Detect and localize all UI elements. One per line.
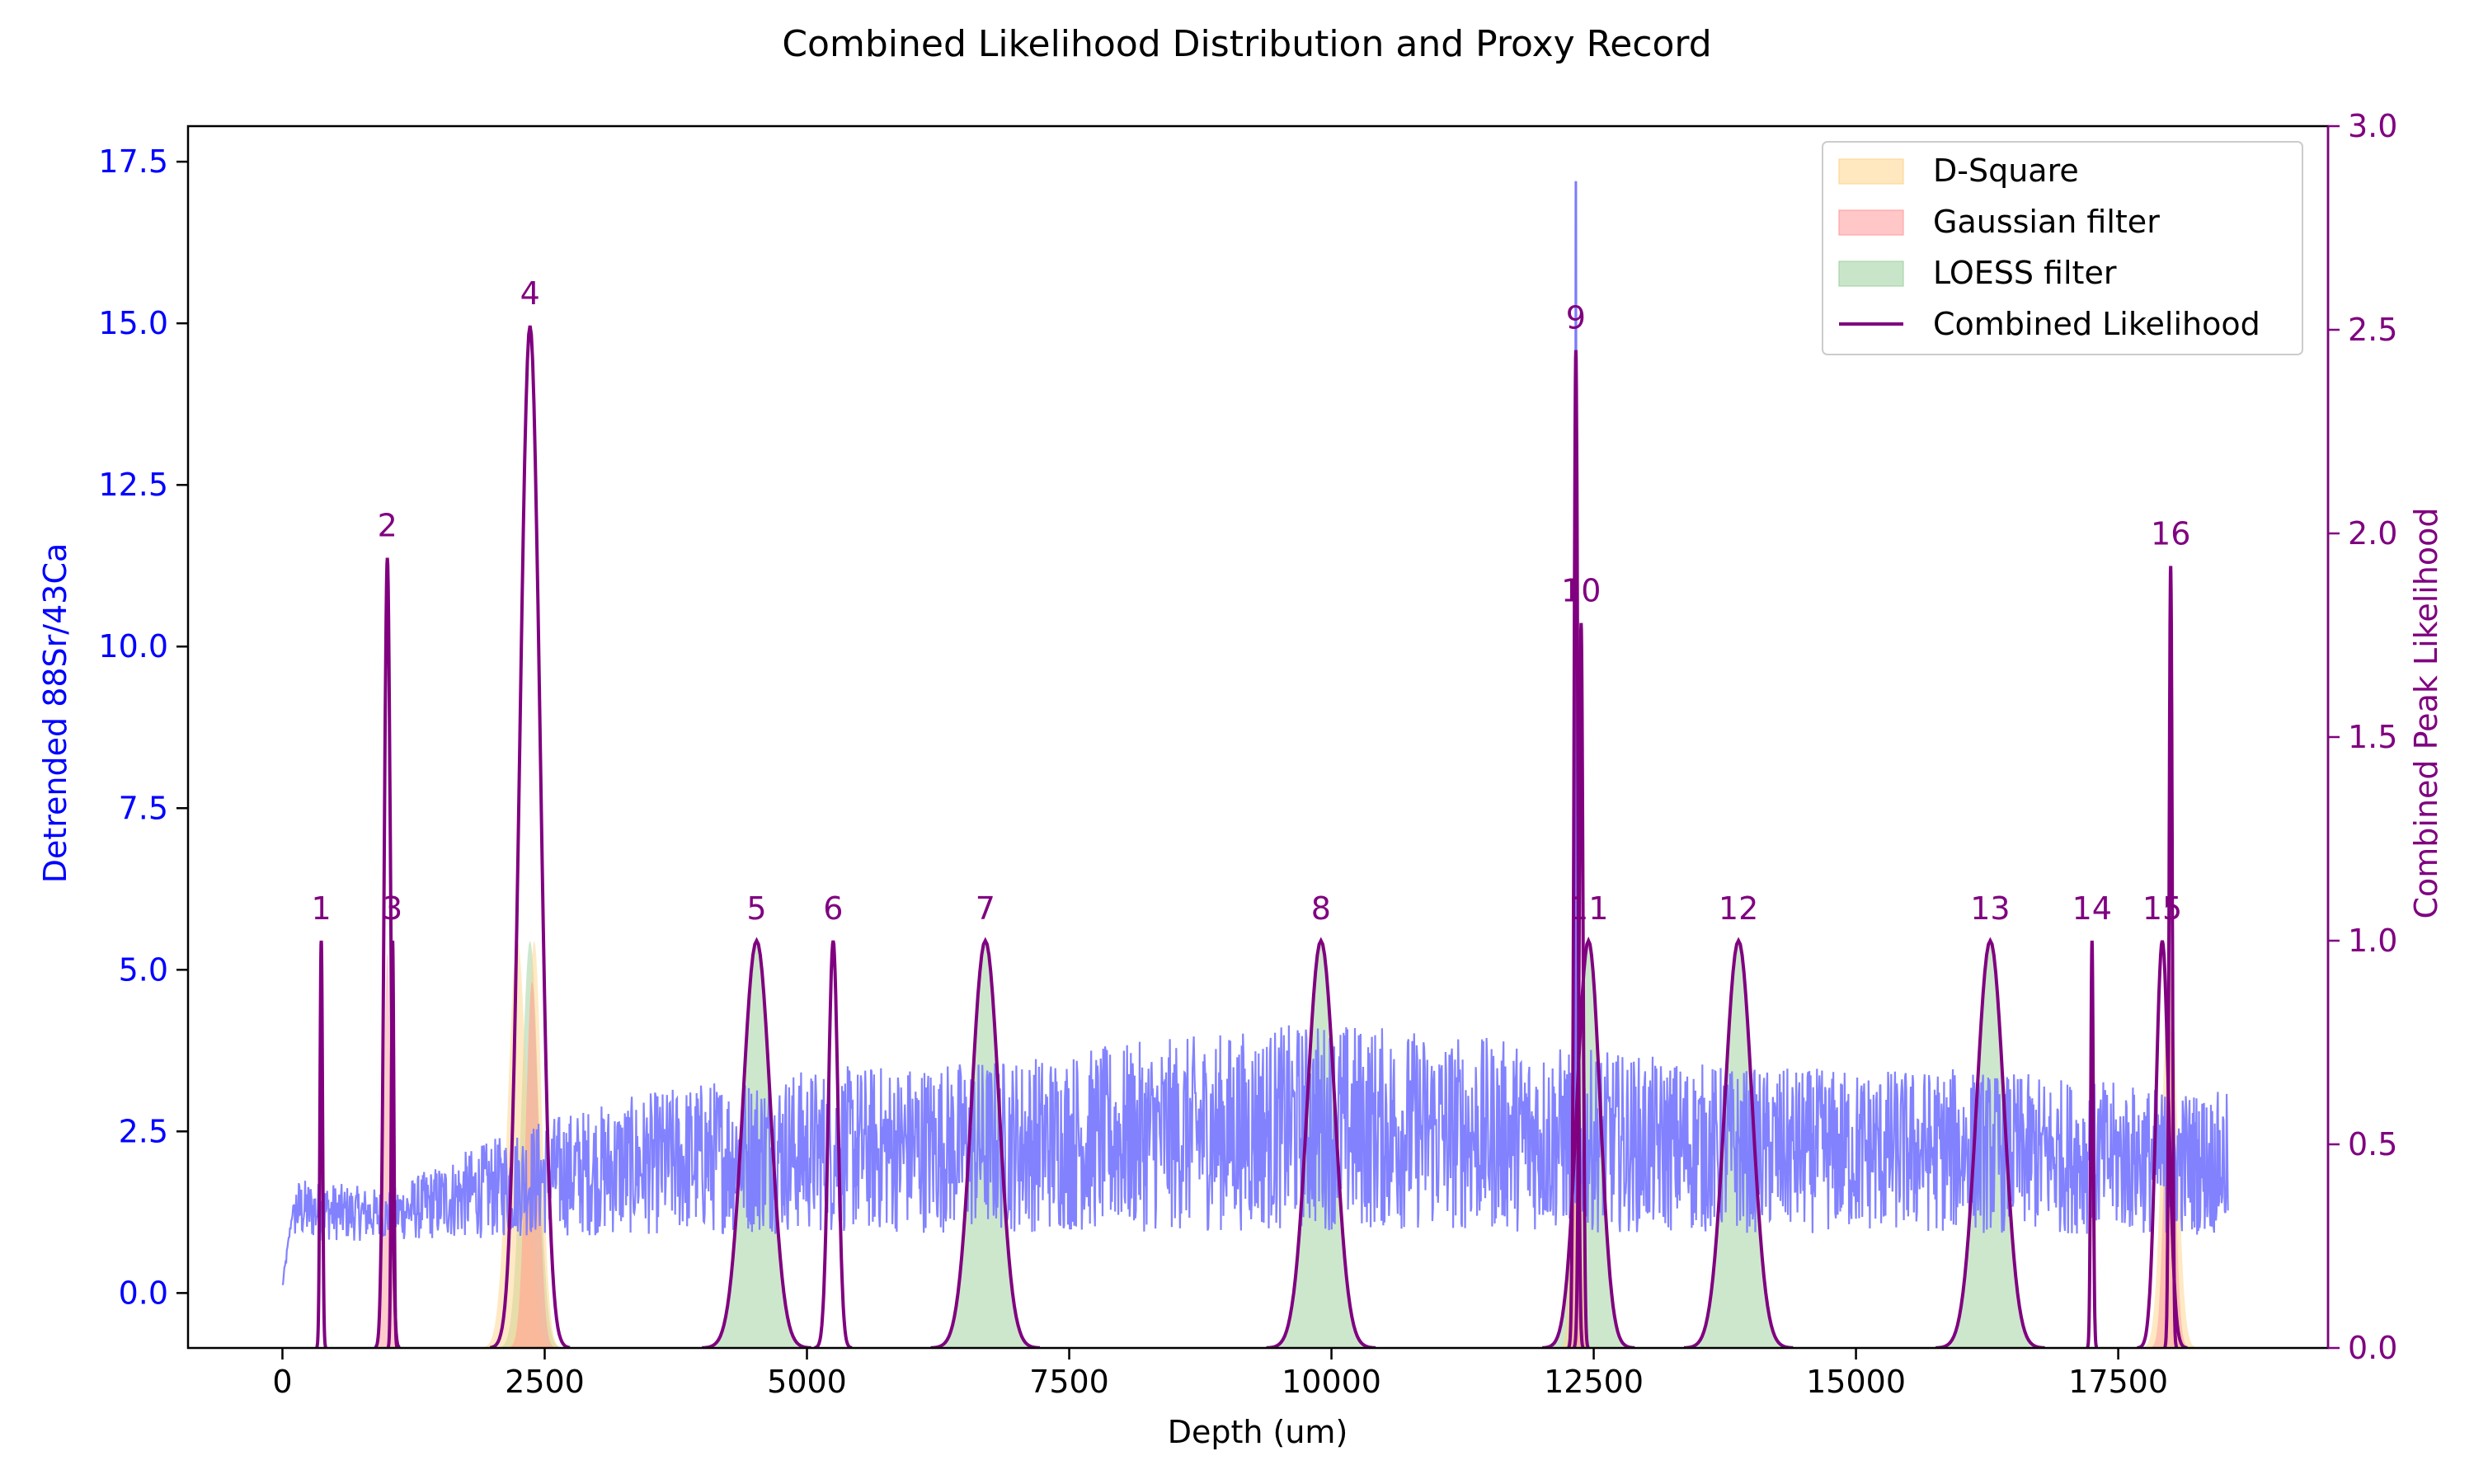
- x-axis-label: Depth (um): [1168, 1414, 1348, 1450]
- y-right-tick-label-1.5: 1.5: [2348, 719, 2397, 755]
- peak-label-1: 1: [312, 890, 332, 927]
- proxy-series-line: [281, 1025, 2229, 1286]
- y-left-tick-label-7.5: 7.5: [119, 790, 168, 826]
- peak-label-10: 10: [1561, 573, 1601, 609]
- combined-peak-11: [1542, 936, 1635, 1348]
- x-tick-label-7500: 7500: [1029, 1364, 1109, 1400]
- legend-item-1: D-Square: [1838, 153, 2079, 189]
- combined-peak-7: [930, 937, 1040, 1348]
- y-right-tick-label-1.0: 1.0: [2348, 923, 2397, 959]
- y-right-tick-label-2.5: 2.5: [2348, 312, 2397, 348]
- legend-swatch-1: [1838, 158, 1904, 185]
- loess-fill-4: [1266, 941, 1376, 1348]
- axes: 0 2500 5000 7500 10000 12500 15000 17500 0.0 2.5 5…: [98, 108, 2397, 1400]
- x-tick-label-12500: 12500: [1544, 1364, 1644, 1400]
- combined-peak-14: [2086, 940, 2099, 1348]
- loess-fill-6: [1684, 941, 1794, 1348]
- y-axis-right-label: Combined Peak Likelihood: [2408, 507, 2444, 918]
- gaussian-fill-1: [374, 952, 400, 1348]
- x-tick-label-17500: 17500: [2068, 1364, 2168, 1400]
- combined-peak-12: [1683, 937, 1794, 1348]
- y-right-tick-label-0.5: 0.5: [2348, 1126, 2397, 1162]
- combined-peak-1: [315, 940, 327, 1348]
- legend-item-2: Gaussian filter: [1838, 204, 2160, 240]
- peak-label-6: 6: [823, 890, 843, 927]
- combined-peak-15: [2137, 940, 2188, 1348]
- combined-peak-3: [386, 940, 399, 1348]
- peak-label-11: 11: [1569, 890, 1608, 927]
- legend-label-3: LOESS filter: [1933, 255, 2117, 291]
- y-left-tick-label-0.0: 0.0: [119, 1275, 168, 1311]
- y-left-tick-label-2.5: 2.5: [119, 1113, 168, 1149]
- combined-peak-10: [1572, 622, 1590, 1348]
- peak-label-4: 4: [520, 275, 540, 312]
- peak-label-16: 16: [2151, 516, 2190, 552]
- combined-peak-4: [490, 325, 571, 1348]
- legend-frame: [1822, 141, 2303, 355]
- y-right-tick-label-2.0: 2.0: [2348, 515, 2397, 552]
- y-left-tick-label-15.0: 15.0: [98, 305, 168, 341]
- legend: D-Square Gaussian filter LOESS filter Combi…: [1822, 141, 2303, 355]
- y-left-tick-label-5.0: 5.0: [119, 951, 168, 988]
- y-right-tick-label-3.0: 3.0: [2348, 108, 2397, 144]
- y-right-tick-label-0.0: 0.0: [2348, 1330, 2397, 1366]
- x-tick-label-5000: 5000: [767, 1364, 847, 1400]
- y-left-tick-label-12.5: 12.5: [98, 467, 168, 503]
- chart-title: Combined Likelihood Distribution and Pro…: [782, 23, 1711, 65]
- peak-label-9: 9: [1566, 300, 1586, 336]
- combined-peak-6: [814, 940, 853, 1348]
- x-tick-label-10000: 10000: [1282, 1364, 1381, 1400]
- y-left-tick-label-17.5: 17.5: [98, 143, 168, 180]
- loess-fill-3: [930, 941, 1040, 1348]
- y-axis-left-label: Detrended 88Sr/43Ca: [37, 543, 73, 884]
- combined-peak-8: [1266, 937, 1376, 1348]
- peak-label-5: 5: [746, 890, 766, 927]
- legend-label-2: Gaussian filter: [1933, 204, 2160, 240]
- peak-label-13: 13: [1970, 890, 2010, 927]
- combined-peak-16: [2163, 566, 2179, 1348]
- peak-label-7: 7: [976, 890, 995, 927]
- peak-label-14: 14: [2072, 890, 2112, 927]
- peak-label-12: 12: [1719, 890, 1758, 927]
- peak-label-8: 8: [1311, 890, 1331, 927]
- peak-label-3: 3: [383, 890, 402, 927]
- legend-swatch-2: [1838, 209, 1904, 236]
- y-left-tick-label-10.0: 10.0: [98, 628, 168, 665]
- combined-peak-9: [1567, 350, 1585, 1348]
- combined-peak-13: [1935, 937, 2045, 1348]
- legend-label-4: Combined Likelihood: [1933, 306, 2260, 342]
- combined-peak-5: [702, 937, 811, 1348]
- legend-item-4: Combined Likelihood: [1839, 306, 2260, 342]
- x-tick-label-2500: 2500: [505, 1364, 585, 1400]
- plot-inner: [281, 181, 2229, 1348]
- legend-swatch-3: [1838, 261, 1904, 287]
- legend-label-1: D-Square: [1933, 153, 2079, 189]
- x-tick-label-15000: 15000: [1806, 1364, 1906, 1400]
- legend-item-3: LOESS filter: [1838, 255, 2117, 291]
- peak-label-2: 2: [378, 508, 397, 544]
- x-tick-label-0: 0: [272, 1364, 292, 1400]
- peak-label-15: 15: [2142, 890, 2182, 927]
